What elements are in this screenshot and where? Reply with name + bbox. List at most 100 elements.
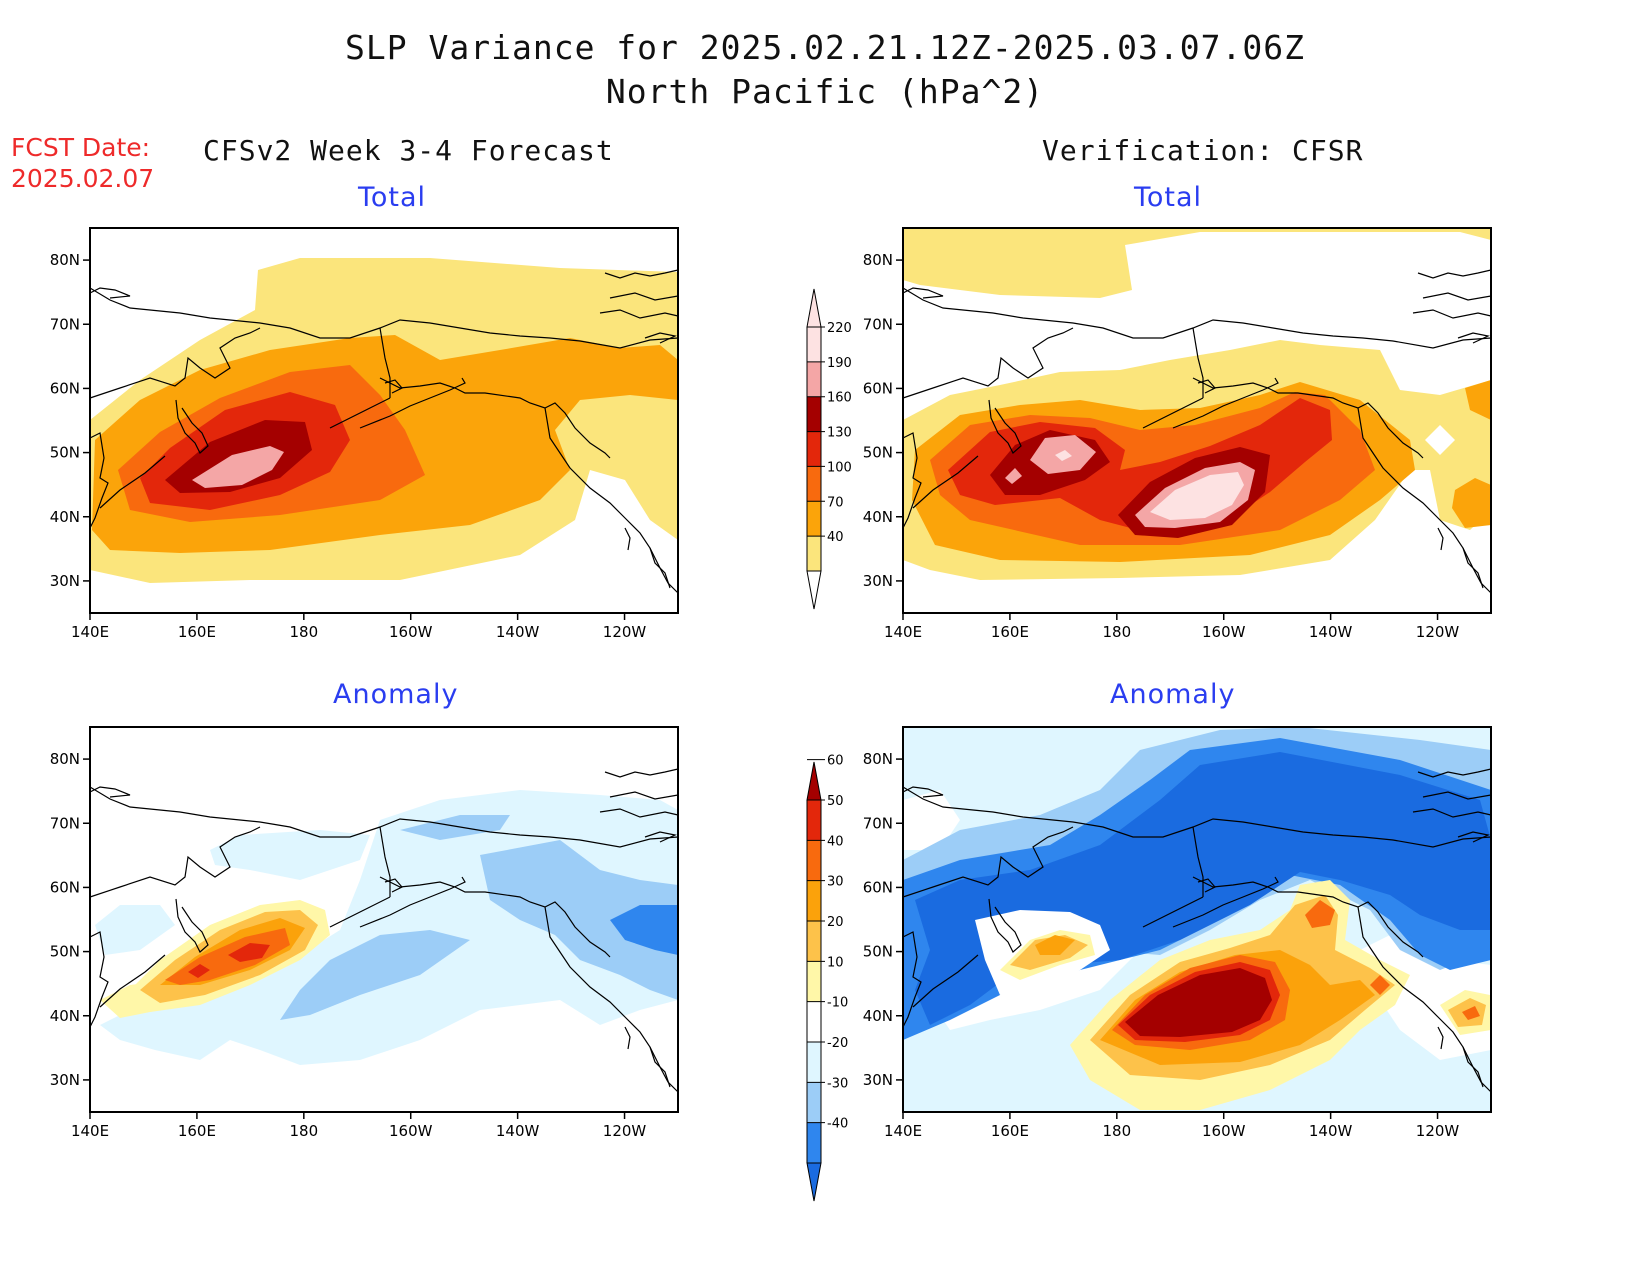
fcst-date: 2025.02.07 (11, 164, 155, 193)
coastline (912, 954, 979, 1008)
colorbar-swatch (807, 396, 821, 432)
forecast-anomaly-title: Anomaly (333, 679, 459, 710)
coastline (644, 332, 677, 344)
lon-tick-label: 160W (1202, 1122, 1246, 1140)
coastline (599, 309, 679, 319)
coastline (379, 876, 611, 958)
coastline (1142, 896, 1204, 928)
coastline (1172, 377, 1279, 429)
coastline (649, 1046, 671, 1088)
lat-tick-label: 80N (50, 750, 80, 768)
colorbar-label: 220 (827, 321, 852, 336)
forecast-total-title: Total (358, 182, 427, 213)
figure-title: SLP Variance for 2025.02.21.12Z-2025.03.… (345, 28, 1305, 67)
coastline (359, 377, 466, 429)
lon-tick-label: 140E (884, 1122, 922, 1140)
coastline (359, 876, 466, 928)
verification-total-map (903, 228, 1491, 613)
coastline (1357, 407, 1492, 594)
lon-tick-label: 160E (178, 623, 216, 641)
coastline (604, 269, 679, 279)
lat-tick-label: 30N (863, 572, 893, 590)
colorbar-label: -40 (827, 1117, 848, 1132)
colorbar-swatch (807, 501, 821, 537)
colorbar-swatch (807, 1122, 821, 1163)
coastline (1357, 906, 1492, 1093)
lat-tick-label: 60N (50, 379, 80, 397)
coastline (384, 878, 403, 893)
coastline (544, 407, 679, 594)
colorbar-swatch (807, 431, 821, 467)
lat-tick-label: 50N (863, 943, 893, 961)
coastline (902, 826, 1074, 898)
coastline (988, 898, 1022, 953)
colorbar-bottom-arrow (806, 570, 822, 610)
colorbar-label: 70 (827, 495, 844, 510)
coastline (1417, 269, 1492, 279)
lat-tick-label: 40N (863, 508, 893, 526)
verification-total-frame (902, 227, 1492, 614)
forecast-anomaly-shading (90, 727, 678, 1112)
fcst-label: FCST Date: (11, 133, 151, 162)
lon-tick-label: 120W (603, 1122, 647, 1140)
forecast-anomaly-overlay: 140E 160E 180 160W 140W 120W 80N 70N 60N 50N 40N 30… (50, 726, 679, 1140)
lat-tick-label: 60N (863, 878, 893, 896)
coastline (902, 786, 944, 798)
colorbar-swatch (807, 1042, 821, 1083)
coastline (329, 397, 391, 429)
coastline (644, 831, 677, 843)
coastline (175, 898, 209, 953)
colorbar-label: 40 (827, 834, 844, 849)
colorbar-label: 160 (827, 391, 852, 406)
lon-tick-label: 140W (496, 623, 540, 641)
lat-tick-label: 70N (863, 315, 893, 333)
figure-subtitle: North Pacific (hPa^2) (605, 72, 1045, 111)
coastline (1172, 876, 1279, 928)
coastline (624, 527, 631, 551)
colorbar-label: -30 (827, 1076, 848, 1091)
colorbar-bottom-arrow (806, 1162, 822, 1202)
coastline (609, 791, 679, 800)
coastline (1197, 878, 1216, 893)
coastline (89, 826, 261, 898)
coastline (902, 327, 1074, 399)
colorbar-label: 10 (827, 955, 844, 970)
forecast-total-frame (89, 227, 679, 614)
coastline (89, 786, 131, 798)
lon-tick-label: 140W (496, 1122, 540, 1140)
lon-tick-label: 180 (289, 1122, 318, 1140)
coastline (89, 327, 261, 399)
colorbar-label: -20 (827, 1036, 848, 1051)
coastline (544, 906, 679, 1093)
colorbar-swatch (807, 327, 821, 362)
coastline (89, 432, 109, 529)
lon-tick-label: 120W (1416, 1122, 1460, 1140)
coastline (988, 399, 1022, 454)
coastline (89, 287, 131, 299)
coastline (902, 432, 922, 529)
lon-tick-label: 160E (178, 1122, 216, 1140)
coastline (902, 287, 944, 299)
verification-column-title: Verification: CFSR (1042, 134, 1364, 167)
verification-anomaly-overlay: 140E 160E 180 160W 140W 120W 80N 70N 60N 50N 40N 30… (863, 726, 1492, 1140)
lon-tick-label: 160E (991, 1122, 1029, 1140)
lon-tick-label: 180 (1102, 1122, 1131, 1140)
coastline (609, 292, 679, 301)
coastline (1437, 527, 1444, 551)
lat-tick-label: 30N (50, 572, 80, 590)
coastline (902, 931, 922, 1028)
coastline (1422, 292, 1492, 301)
coastline (624, 1026, 631, 1050)
lon-tick-label: 180 (1102, 623, 1131, 641)
coastline (1422, 791, 1492, 800)
lon-tick-label: 140W (1309, 1122, 1353, 1140)
coastline (1412, 808, 1492, 818)
verification-total-title: Total (1134, 182, 1203, 213)
lat-tick-label: 80N (863, 251, 893, 269)
colorbar-label: 100 (827, 460, 852, 475)
verification-anomaly-shading (903, 727, 1491, 1112)
coastline (1462, 1046, 1484, 1088)
lon-tick-label: 160E (991, 623, 1029, 641)
forecast-total-map (90, 228, 678, 613)
